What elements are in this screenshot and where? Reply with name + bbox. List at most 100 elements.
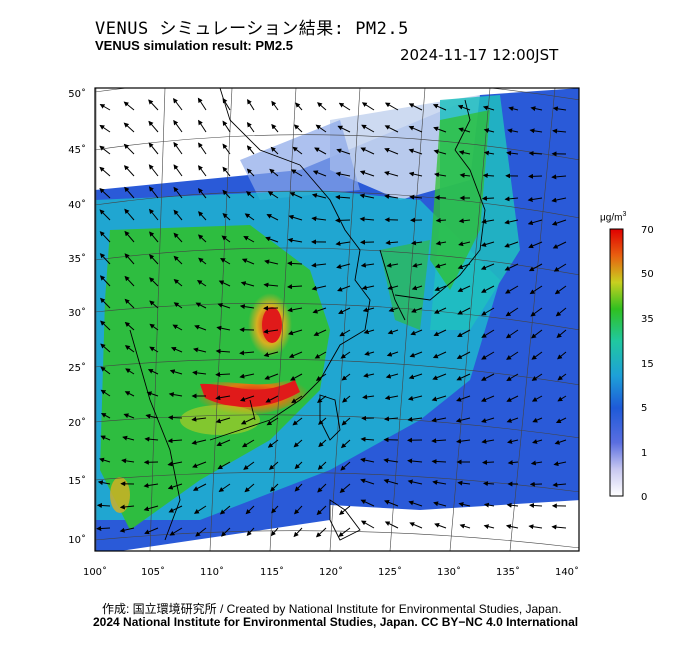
- wind-arrow: [192, 370, 207, 376]
- wind-arrow: [271, 100, 279, 111]
- wind-arrow: [293, 439, 303, 448]
- wind-arrow: [123, 101, 135, 111]
- wind-arrow: [505, 524, 519, 529]
- wind-arrow: [408, 125, 423, 133]
- wind-arrow: [359, 216, 375, 222]
- wind-arrow: [483, 150, 495, 156]
- wind-arrow: [384, 521, 399, 529]
- wind-arrow: [198, 142, 207, 155]
- wind-arrow: [124, 345, 135, 353]
- lat-label: 15˚: [68, 475, 86, 487]
- wind-arrow: [318, 439, 327, 448]
- wind-arrow: [432, 351, 447, 359]
- wind-arrow: [222, 189, 231, 199]
- wind-arrow: [362, 307, 375, 313]
- wind-arrow: [554, 439, 567, 445]
- wind-arrow: [124, 230, 135, 243]
- wind-arrow: [431, 395, 447, 402]
- wind-arrow: [532, 439, 543, 444]
- wind-arrow: [119, 527, 135, 533]
- wind-arrow: [432, 373, 447, 380]
- wind-arrow: [149, 323, 159, 331]
- wind-arrow: [270, 146, 279, 155]
- wind-arrow: [431, 459, 447, 465]
- wind-arrow: [457, 263, 471, 270]
- wind-arrow: [246, 527, 255, 537]
- wind-arrow: [409, 194, 423, 200]
- wind-arrow: [335, 194, 351, 200]
- wind-arrow: [100, 366, 111, 375]
- wind-arrow: [173, 186, 183, 199]
- wind-arrow: [144, 527, 159, 535]
- frame-ticks: [94, 88, 580, 551]
- wind-arrow: [218, 280, 231, 287]
- wind-arrow: [482, 481, 495, 487]
- wind-arrow: [557, 351, 567, 360]
- wind-arrow: [434, 172, 447, 178]
- colorbar-unit: μg/m3: [600, 211, 626, 223]
- lon-label: 140˚: [555, 566, 579, 578]
- wind-arrow: [435, 240, 447, 246]
- wind-arrow: [359, 170, 375, 177]
- wind-arrow: [341, 373, 351, 381]
- wind-arrow: [99, 166, 111, 177]
- lon-label: 135˚: [496, 566, 520, 578]
- wind-arrow: [335, 217, 351, 223]
- wind-arrow: [271, 123, 279, 133]
- wind-arrow: [505, 285, 519, 294]
- wind-arrow: [220, 257, 231, 265]
- wind-arrow: [458, 127, 471, 133]
- wind-arrow: [287, 329, 303, 336]
- wind-arrow: [245, 505, 255, 515]
- wind-arrow: [384, 125, 399, 133]
- wind-arrow: [172, 324, 183, 331]
- wind-arrow: [455, 417, 471, 423]
- wind-arrow: [290, 169, 303, 177]
- wind-arrow: [553, 461, 567, 467]
- lon-label: 105˚: [141, 566, 165, 578]
- wind-arrow: [529, 502, 543, 508]
- wind-arrow: [167, 415, 183, 421]
- wind-arrow: [481, 195, 495, 201]
- colorbar-tick: 35: [641, 314, 654, 325]
- wind-arrow: [527, 197, 543, 202]
- lon-label: 120˚: [319, 566, 343, 578]
- wind-arrow: [364, 351, 375, 356]
- wind-arrow: [217, 303, 231, 309]
- wind-arrow: [222, 120, 231, 133]
- wind-arrow: [360, 520, 375, 529]
- wind-arrow: [313, 329, 327, 336]
- lon-label: 125˚: [378, 566, 402, 578]
- wind-arrow: [481, 329, 495, 338]
- wind-arrow: [100, 413, 111, 419]
- wind-arrow: [555, 307, 567, 317]
- wind-arrow: [100, 389, 111, 397]
- wind-arrow: [385, 373, 399, 379]
- wind-arrow: [407, 395, 423, 401]
- wind-arrow: [531, 351, 543, 360]
- wind-arrow: [149, 254, 159, 265]
- wind-arrow: [148, 164, 159, 177]
- wind-arrow: [197, 97, 207, 111]
- wind-arrow: [268, 461, 279, 470]
- wind-arrow: [480, 263, 495, 270]
- title-en: VENUS simulation result: PM2.5: [95, 38, 293, 53]
- wind-arrow: [124, 321, 135, 331]
- wind-arrow: [194, 324, 207, 331]
- wind-arrow: [147, 369, 159, 375]
- wind-arrow: [169, 369, 183, 375]
- wind-arrow: [100, 320, 111, 331]
- wind-arrow: [243, 461, 255, 470]
- wind-arrow: [506, 395, 519, 402]
- wind-arrow: [294, 461, 303, 470]
- wind-arrow: [149, 231, 159, 243]
- wind-arrow: [168, 505, 183, 513]
- wind-arrow: [220, 527, 231, 537]
- wind-arrow: [222, 143, 231, 155]
- wind-arrow: [265, 395, 279, 403]
- wind-arrow: [482, 173, 495, 179]
- wind-arrow: [266, 214, 279, 221]
- wind-arrow: [359, 193, 375, 199]
- wind-arrow: [457, 307, 471, 315]
- wind-arrow: [168, 392, 183, 398]
